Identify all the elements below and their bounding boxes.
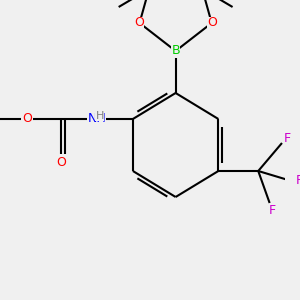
Text: O: O bbox=[22, 112, 32, 125]
Text: H: H bbox=[95, 111, 104, 121]
Text: O: O bbox=[56, 155, 66, 169]
Text: NH: NH bbox=[87, 112, 106, 125]
Text: F: F bbox=[284, 131, 291, 145]
Text: O: O bbox=[135, 16, 145, 29]
Text: F: F bbox=[296, 175, 300, 188]
Text: F: F bbox=[269, 205, 276, 218]
Text: O: O bbox=[207, 16, 217, 29]
Text: B: B bbox=[171, 44, 180, 58]
